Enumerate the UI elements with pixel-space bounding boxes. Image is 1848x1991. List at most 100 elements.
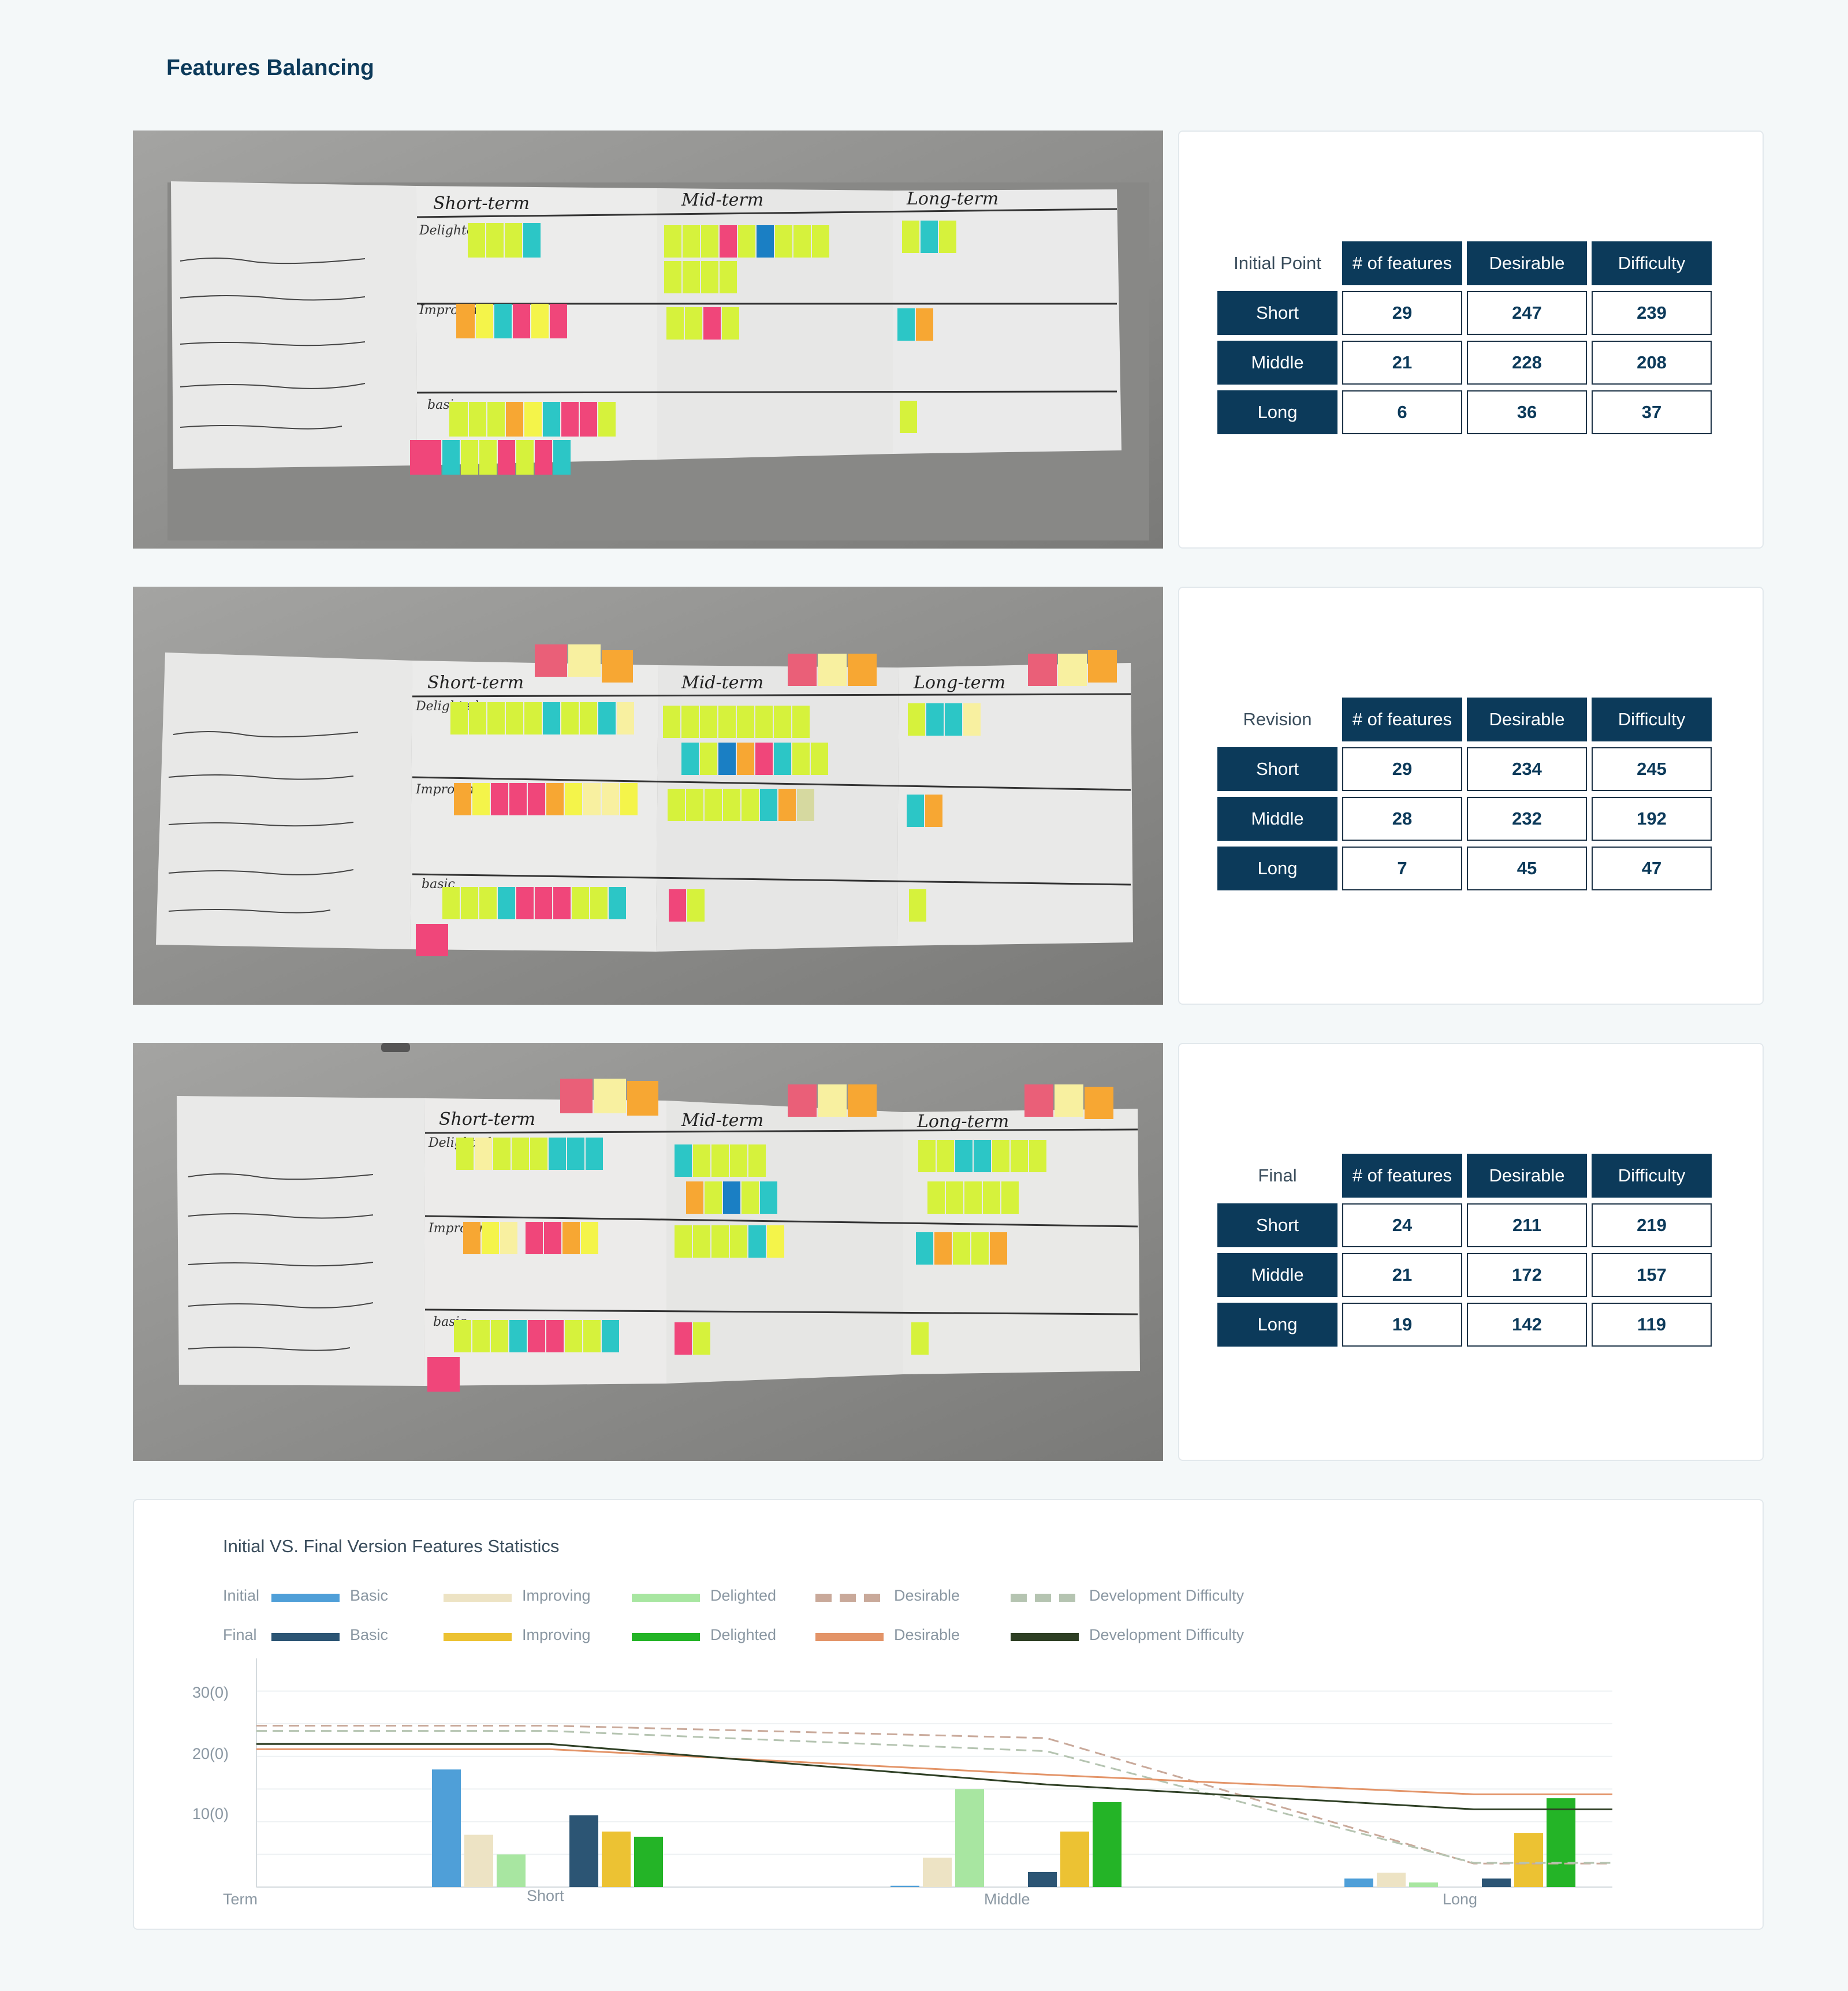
table-cell: 239 (1592, 291, 1712, 335)
bar-initial-delighted (1409, 1882, 1438, 1887)
table-row: Middle 21 228 208 (1217, 341, 1712, 385)
table-cell: 28 (1342, 797, 1462, 841)
stats-card-final: Final # of features Desirable Difficulty… (1178, 1043, 1764, 1461)
bar-final-basic (1482, 1878, 1511, 1887)
x-tick-label: Middle (984, 1891, 1030, 1908)
y-tick-label: 10(0) (192, 1805, 229, 1822)
photo-heading: Mid-term (681, 190, 763, 210)
column-header: # of features (1342, 241, 1462, 285)
x-tick-label: Long (1443, 1891, 1478, 1908)
bar-final-basic (569, 1815, 598, 1887)
photo-heading: Short-term (427, 673, 524, 693)
legend-label: Basic (350, 1587, 389, 1604)
row-header: Long (1217, 1303, 1337, 1347)
legend-swatch (632, 1633, 700, 1641)
table-cell: 21 (1342, 1253, 1462, 1297)
bar-initial-delighted (955, 1789, 984, 1887)
table-cell: 142 (1467, 1303, 1587, 1347)
legend-label: Development Difficulty (1089, 1626, 1245, 1643)
stats-table-final: Final # of features Desirable Difficulty… (1213, 1148, 1716, 1352)
table-cell: 37 (1592, 390, 1712, 434)
legend-swatch (1011, 1633, 1079, 1641)
bar-final-delighted (1547, 1798, 1575, 1887)
column-header: # of features (1342, 698, 1462, 741)
page-title: Features Balancing (166, 55, 374, 80)
column-header: Difficulty (1592, 1154, 1712, 1198)
legend-label: Improving (522, 1626, 591, 1643)
x-tick-label: Short (527, 1887, 564, 1904)
table-cell: 172 (1467, 1253, 1587, 1297)
table-cell: 192 (1592, 797, 1712, 841)
legend-swatch (632, 1594, 700, 1602)
column-header: # of features (1342, 1154, 1462, 1198)
board-photo-revision: Short-term Mid-term Long-term Delighted … (133, 587, 1163, 1005)
legend-swatch (271, 1594, 340, 1602)
row-header: Middle (1217, 797, 1337, 841)
photo-heading: Long-term (916, 1112, 1009, 1132)
legend-swatch (444, 1633, 512, 1641)
bar-initial-improving (923, 1858, 952, 1887)
photo-row-label: Improving (419, 303, 486, 318)
board-photo-final: Short-term Mid-term Long-term Delighted … (133, 1043, 1163, 1461)
stats-table-initial: Initial Point # of features Desirable Di… (1213, 236, 1716, 440)
photo-heading: Mid-term (681, 1110, 763, 1131)
table-cell: 228 (1467, 341, 1587, 385)
legend-label: Desirable (894, 1626, 960, 1643)
table-cell: 119 (1592, 1303, 1712, 1347)
table-row: Long 7 45 47 (1217, 847, 1712, 890)
photo-row-label: Delighted (415, 699, 479, 714)
table-cell: 234 (1467, 747, 1587, 791)
table-row: Middle 28 232 192 (1217, 797, 1712, 841)
y-tick-label: 30(0) (192, 1684, 229, 1701)
row-header: Short (1217, 747, 1337, 791)
sticky-board-illustration: Short-term Mid-term Long-term Delighted … (133, 587, 1163, 1005)
photo-row-label: Improving (415, 782, 482, 797)
table-cell: 7 (1342, 847, 1462, 890)
row-header: Long (1217, 847, 1337, 890)
legend-swatch (815, 1633, 884, 1641)
table-row: Short 24 211 219 (1217, 1203, 1712, 1247)
table-label: Revision (1243, 709, 1312, 729)
y-tick-label: 20(0) (192, 1745, 229, 1762)
row-header: Middle (1217, 341, 1337, 385)
table-cell: 24 (1342, 1203, 1462, 1247)
table-cell: 29 (1342, 291, 1462, 335)
bar-initial-basic (1344, 1878, 1373, 1887)
bar-final-improving (602, 1831, 631, 1887)
stats-card-initial: Initial Point # of features Desirable Di… (1178, 131, 1764, 549)
table-label: Initial Point (1234, 253, 1321, 273)
sticky-board-illustration: Short-term Mid-term Long-term Delighted … (133, 131, 1163, 549)
table-row: Short 29 234 245 (1217, 747, 1712, 791)
table-cell: 29 (1342, 747, 1462, 791)
sticky-board-illustration: Short-term Mid-term Long-term Delighted … (133, 1043, 1163, 1461)
table-cell: 208 (1592, 341, 1712, 385)
chart-title: Initial VS. Final Version Features Stati… (223, 1536, 560, 1556)
photo-heading: Long-term (906, 189, 998, 209)
column-header: Difficulty (1592, 698, 1712, 741)
legend-label: Desirable (894, 1587, 960, 1604)
legend-swatch (815, 1594, 884, 1602)
row-header: Short (1217, 291, 1337, 335)
table-cell: 232 (1467, 797, 1587, 841)
photo-heading: Mid-term (681, 673, 763, 693)
table-cell: 19 (1342, 1303, 1462, 1347)
row-header: Short (1217, 1203, 1337, 1247)
line-final-development-difficulty (256, 1743, 1612, 1810)
legend-label: Delighted (710, 1626, 777, 1643)
column-header: Difficulty (1592, 241, 1712, 285)
x-axis-label: Term (223, 1891, 258, 1908)
table-cell: 219 (1592, 1203, 1712, 1247)
column-header: Desirable (1467, 698, 1587, 741)
column-header: Desirable (1467, 241, 1587, 285)
column-header: Desirable (1467, 1154, 1587, 1198)
table-cell: 211 (1467, 1203, 1587, 1247)
table-cell: 6 (1342, 390, 1462, 434)
line-final-desirable (256, 1748, 1612, 1795)
table-row: Short 29 247 239 (1217, 291, 1712, 335)
bar-initial-basic (432, 1769, 461, 1887)
bar-final-delighted (634, 1836, 663, 1887)
table-cell: 47 (1592, 847, 1712, 890)
bar-final-delighted (1093, 1802, 1122, 1887)
legend-swatch (271, 1633, 340, 1641)
table-cell: 21 (1342, 341, 1462, 385)
